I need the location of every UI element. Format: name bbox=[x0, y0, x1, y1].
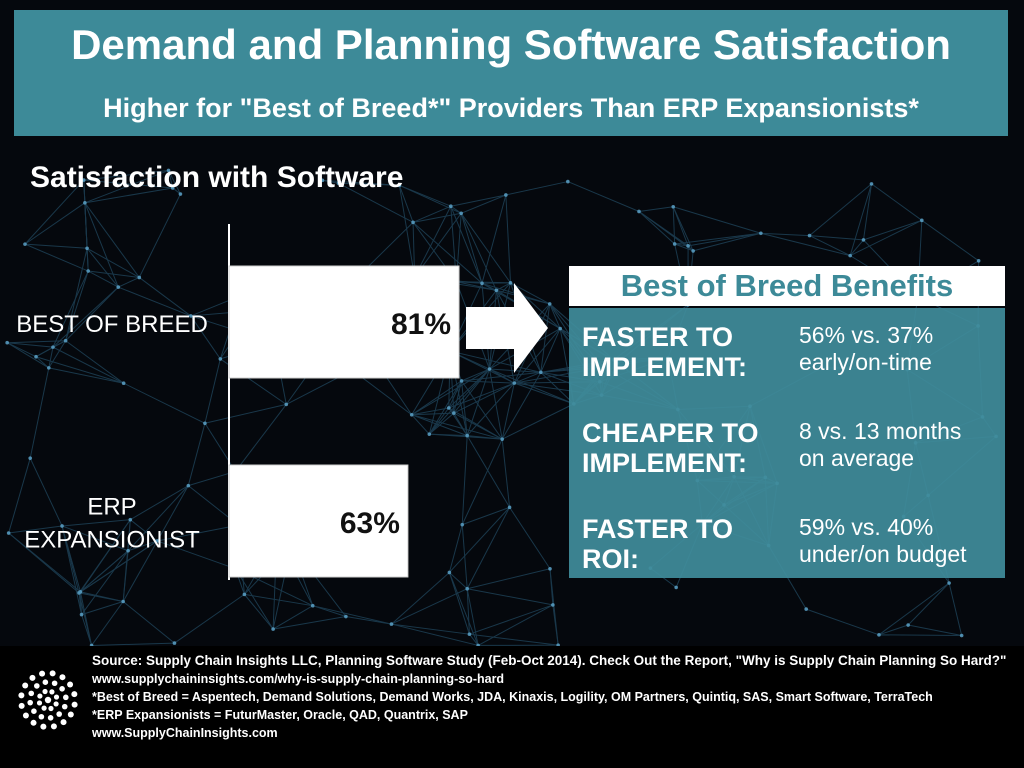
benefit-value: 59% vs. 40% under/on budget bbox=[799, 514, 967, 567]
benefit-cheaper-implement: CHEAPER TO IMPLEMENT: 8 vs. 13 months on… bbox=[569, 418, 1005, 488]
bar-1 bbox=[228, 464, 409, 578]
benefit-value: 56% vs. 37% early/on-time bbox=[799, 322, 934, 375]
page-title: Demand and Planning Software Satisfactio… bbox=[71, 21, 951, 68]
satisfaction-bar-chart: 81% BEST OF BREED 63% ERP EXPANSIONIST bbox=[16, 224, 548, 580]
page-subtitle: Higher for "Best of Breed*" Providers Th… bbox=[103, 93, 919, 123]
best-of-breed-note: *Best of Breed = Aspentech, Demand Solut… bbox=[92, 690, 933, 704]
benefit-label: CHEAPER TO IMPLEMENT: bbox=[582, 418, 759, 478]
report-link[interactable]: www.supplychaininsights.com/why-is-suppl… bbox=[92, 672, 505, 686]
category-label: BEST OF BREED bbox=[16, 311, 208, 338]
erp-note: *ERP Expansionists = FuturMaster, Oracle… bbox=[92, 708, 468, 722]
benefit-label: FASTER TO ROI: bbox=[582, 514, 734, 574]
dot-burst-logo-icon bbox=[18, 670, 78, 730]
benefits-title: Best of Breed Benefits bbox=[569, 266, 1005, 306]
benefits-panel: FASTER TO IMPLEMENT: 56% vs. 37% early/o… bbox=[569, 308, 1005, 578]
footer: Source: Supply Chain Insights LLC, Plann… bbox=[0, 646, 1024, 768]
category-label: ERP EXPANSIONIST bbox=[24, 494, 200, 554]
benefit-faster-roi: FASTER TO ROI: 59% vs. 40% under/on budg… bbox=[569, 514, 1005, 584]
chart-heading: Satisfaction with Software bbox=[30, 161, 404, 194]
benefit-label: FASTER TO IMPLEMENT: bbox=[582, 322, 747, 382]
bar-value-label: 63% bbox=[340, 507, 400, 540]
footer-text: Source: Supply Chain Insights LLC, Plann… bbox=[92, 652, 1017, 742]
header-banner: Demand and Planning Software Satisfactio… bbox=[14, 10, 1008, 136]
benefit-faster-implement: FASTER TO IMPLEMENT: 56% vs. 37% early/o… bbox=[569, 322, 1005, 392]
benefit-value: 8 vs. 13 months on average bbox=[799, 418, 962, 471]
right-arrow-icon bbox=[466, 283, 548, 373]
source-note: Source: Supply Chain Insights LLC, Plann… bbox=[92, 653, 1007, 668]
bar-0 bbox=[228, 265, 460, 379]
website-link[interactable]: www.SupplyChainInsights.com bbox=[92, 726, 278, 740]
bar-value-label: 81% bbox=[391, 308, 451, 341]
